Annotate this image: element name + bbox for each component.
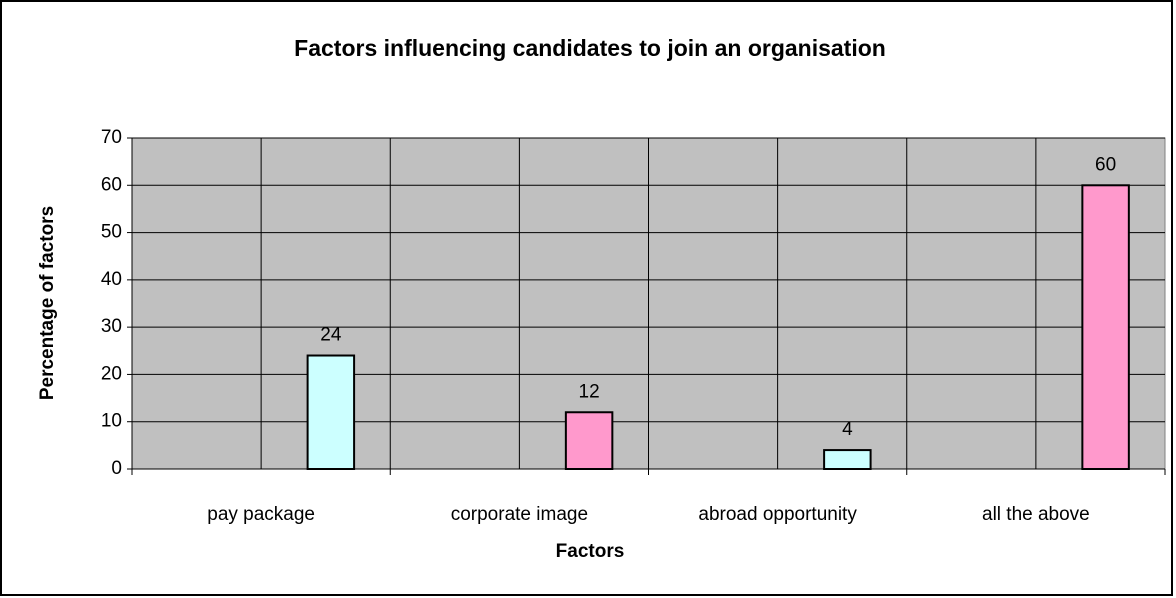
data-label: 60 <box>1095 154 1116 175</box>
y-tick-label: 70 <box>101 127 122 148</box>
data-label: 24 <box>320 325 342 346</box>
data-label: 4 <box>842 419 853 440</box>
chart-title: Factors influencing candidates to join a… <box>294 35 886 61</box>
x-tick-label: abroad opportunity <box>698 504 857 525</box>
y-tick-label: 30 <box>101 316 122 337</box>
y-tick-label: 10 <box>101 411 122 432</box>
bar <box>306 354 356 470</box>
x-tick-label: pay package <box>207 504 315 525</box>
y-tick-label: 60 <box>101 174 122 195</box>
x-tick-label: all the above <box>982 504 1090 525</box>
y-axis-label: Percentage of factors <box>37 206 58 400</box>
x-axis-label: Factors <box>556 541 625 562</box>
y-tick-label: 0 <box>111 458 122 479</box>
bar <box>1081 184 1130 471</box>
y-tick-label: 50 <box>101 222 122 243</box>
y-tick-label: 20 <box>101 363 122 384</box>
bar <box>564 411 614 470</box>
bar <box>823 449 872 471</box>
data-label: 12 <box>579 381 600 402</box>
x-tick-label: corporate image <box>451 504 588 525</box>
y-tick-label: 40 <box>101 269 122 290</box>
